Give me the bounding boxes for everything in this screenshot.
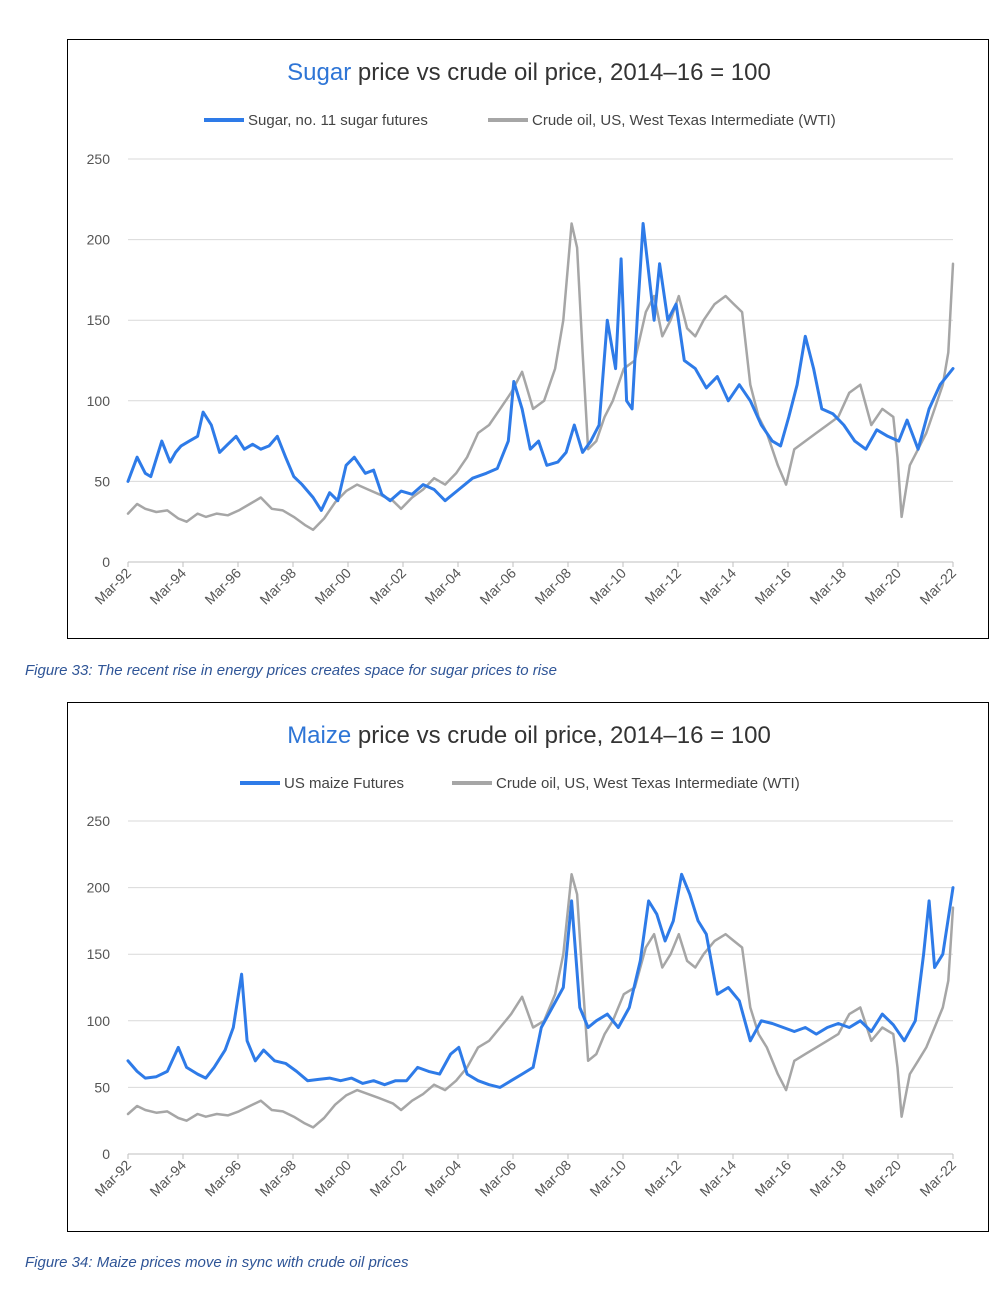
maize-xtick-label-9: Mar-10 — [586, 1157, 629, 1200]
sugar-chart-frame: Sugar price vs crude oil price, 2014–16 … — [67, 39, 989, 639]
sugar-xtick-label-10: Mar-12 — [641, 565, 684, 608]
sugar-title-highlight: Sugar — [287, 59, 351, 86]
sugar-xtick-label-8: Mar-08 — [531, 565, 574, 608]
sugar-chart-title: Sugar price vs crude oil price, 2014–16 … — [287, 59, 771, 86]
sugar-chart: Sugar price vs crude oil price, 2014–16 … — [87, 59, 960, 608]
maize-xtick-label-12: Mar-16 — [751, 1157, 794, 1200]
maize-ytick-50: 50 — [94, 1079, 110, 1095]
sugar-xtick-label-11: Mar-14 — [696, 565, 739, 608]
sugar-xtick-label-3: Mar-98 — [256, 565, 299, 608]
maize-xtick-label-2: Mar-96 — [201, 1157, 244, 1200]
maize-chart-title: Maize price vs crude oil price, 2014–16 … — [287, 722, 771, 749]
maize-chart-frame: Maize price vs crude oil price, 2014–16 … — [67, 702, 989, 1232]
figure-34-caption: Figure 34: Maize prices move in sync wit… — [25, 1254, 409, 1271]
maize-xtick-label-11: Mar-14 — [696, 1157, 739, 1200]
sugar-ytick-100: 100 — [87, 393, 111, 409]
sugar-xtick-label-0: Mar-92 — [91, 565, 134, 608]
maize-legend-label-1: Crude oil, US, West Texas Intermediate (… — [496, 775, 800, 792]
sugar-xtick-label-2: Mar-96 — [201, 565, 244, 608]
maize-ytick-150: 150 — [87, 946, 111, 962]
sugar-xtick-label-5: Mar-02 — [366, 565, 409, 608]
figure-33-caption: Figure 33: The recent rise in energy pri… — [25, 662, 557, 679]
sugar-title-rest: price vs crude oil price, 2014–16 = 100 — [351, 59, 771, 86]
maize-xtick-label-14: Mar-20 — [861, 1157, 904, 1200]
maize-ytick-0: 0 — [102, 1146, 110, 1162]
sugar-ytick-150: 150 — [87, 312, 111, 328]
sugar-xtick-label-12: Mar-16 — [751, 565, 794, 608]
maize-title-rest: price vs crude oil price, 2014–16 = 100 — [351, 722, 771, 749]
maize-series-line-1 — [126, 873, 955, 1129]
sugar-series-line-1 — [126, 222, 955, 532]
maize-ytick-100: 100 — [87, 1013, 111, 1029]
sugar-ytick-200: 200 — [87, 232, 111, 248]
maize-xtick-label-15: Mar-22 — [916, 1157, 959, 1200]
maize-ytick-200: 200 — [87, 880, 111, 896]
sugar-xtick-label-15: Mar-22 — [916, 565, 959, 608]
sugar-xtick-label-6: Mar-04 — [421, 565, 464, 608]
maize-xtick-label-0: Mar-92 — [91, 1157, 134, 1200]
sugar-xtick-label-4: Mar-00 — [311, 565, 354, 608]
maize-series-line-0 — [126, 872, 955, 1089]
maize-xtick-label-1: Mar-94 — [146, 1157, 189, 1200]
sugar-xtick-label-7: Mar-06 — [476, 565, 519, 608]
sugar-xtick-label-1: Mar-94 — [146, 565, 189, 608]
maize-xtick-label-6: Mar-04 — [421, 1157, 464, 1200]
sugar-series-line-0 — [126, 222, 955, 512]
sugar-xtick-label-13: Mar-18 — [806, 565, 849, 608]
maize-legend-label-0: US maize Futures — [284, 775, 404, 792]
maize-xtick-label-7: Mar-06 — [476, 1157, 519, 1200]
sugar-legend-label-0: Sugar, no. 11 sugar futures — [248, 112, 428, 129]
maize-chart: Maize price vs crude oil price, 2014–16 … — [87, 722, 960, 1200]
sugar-ytick-250: 250 — [87, 151, 111, 167]
maize-xtick-label-8: Mar-08 — [531, 1157, 574, 1200]
maize-xtick-label-5: Mar-02 — [366, 1157, 409, 1200]
maize-title-highlight: Maize — [287, 722, 351, 749]
sugar-ytick-50: 50 — [94, 473, 110, 489]
sugar-xtick-label-9: Mar-10 — [586, 565, 629, 608]
maize-xtick-label-4: Mar-00 — [311, 1157, 354, 1200]
sugar-legend-label-1: Crude oil, US, West Texas Intermediate (… — [532, 112, 836, 129]
sugar-ytick-0: 0 — [102, 554, 110, 570]
sugar-xtick-label-14: Mar-20 — [861, 565, 904, 608]
maize-xtick-label-13: Mar-18 — [806, 1157, 849, 1200]
maize-xtick-label-10: Mar-12 — [641, 1157, 684, 1200]
maize-xtick-label-3: Mar-98 — [256, 1157, 299, 1200]
maize-ytick-250: 250 — [87, 813, 111, 829]
